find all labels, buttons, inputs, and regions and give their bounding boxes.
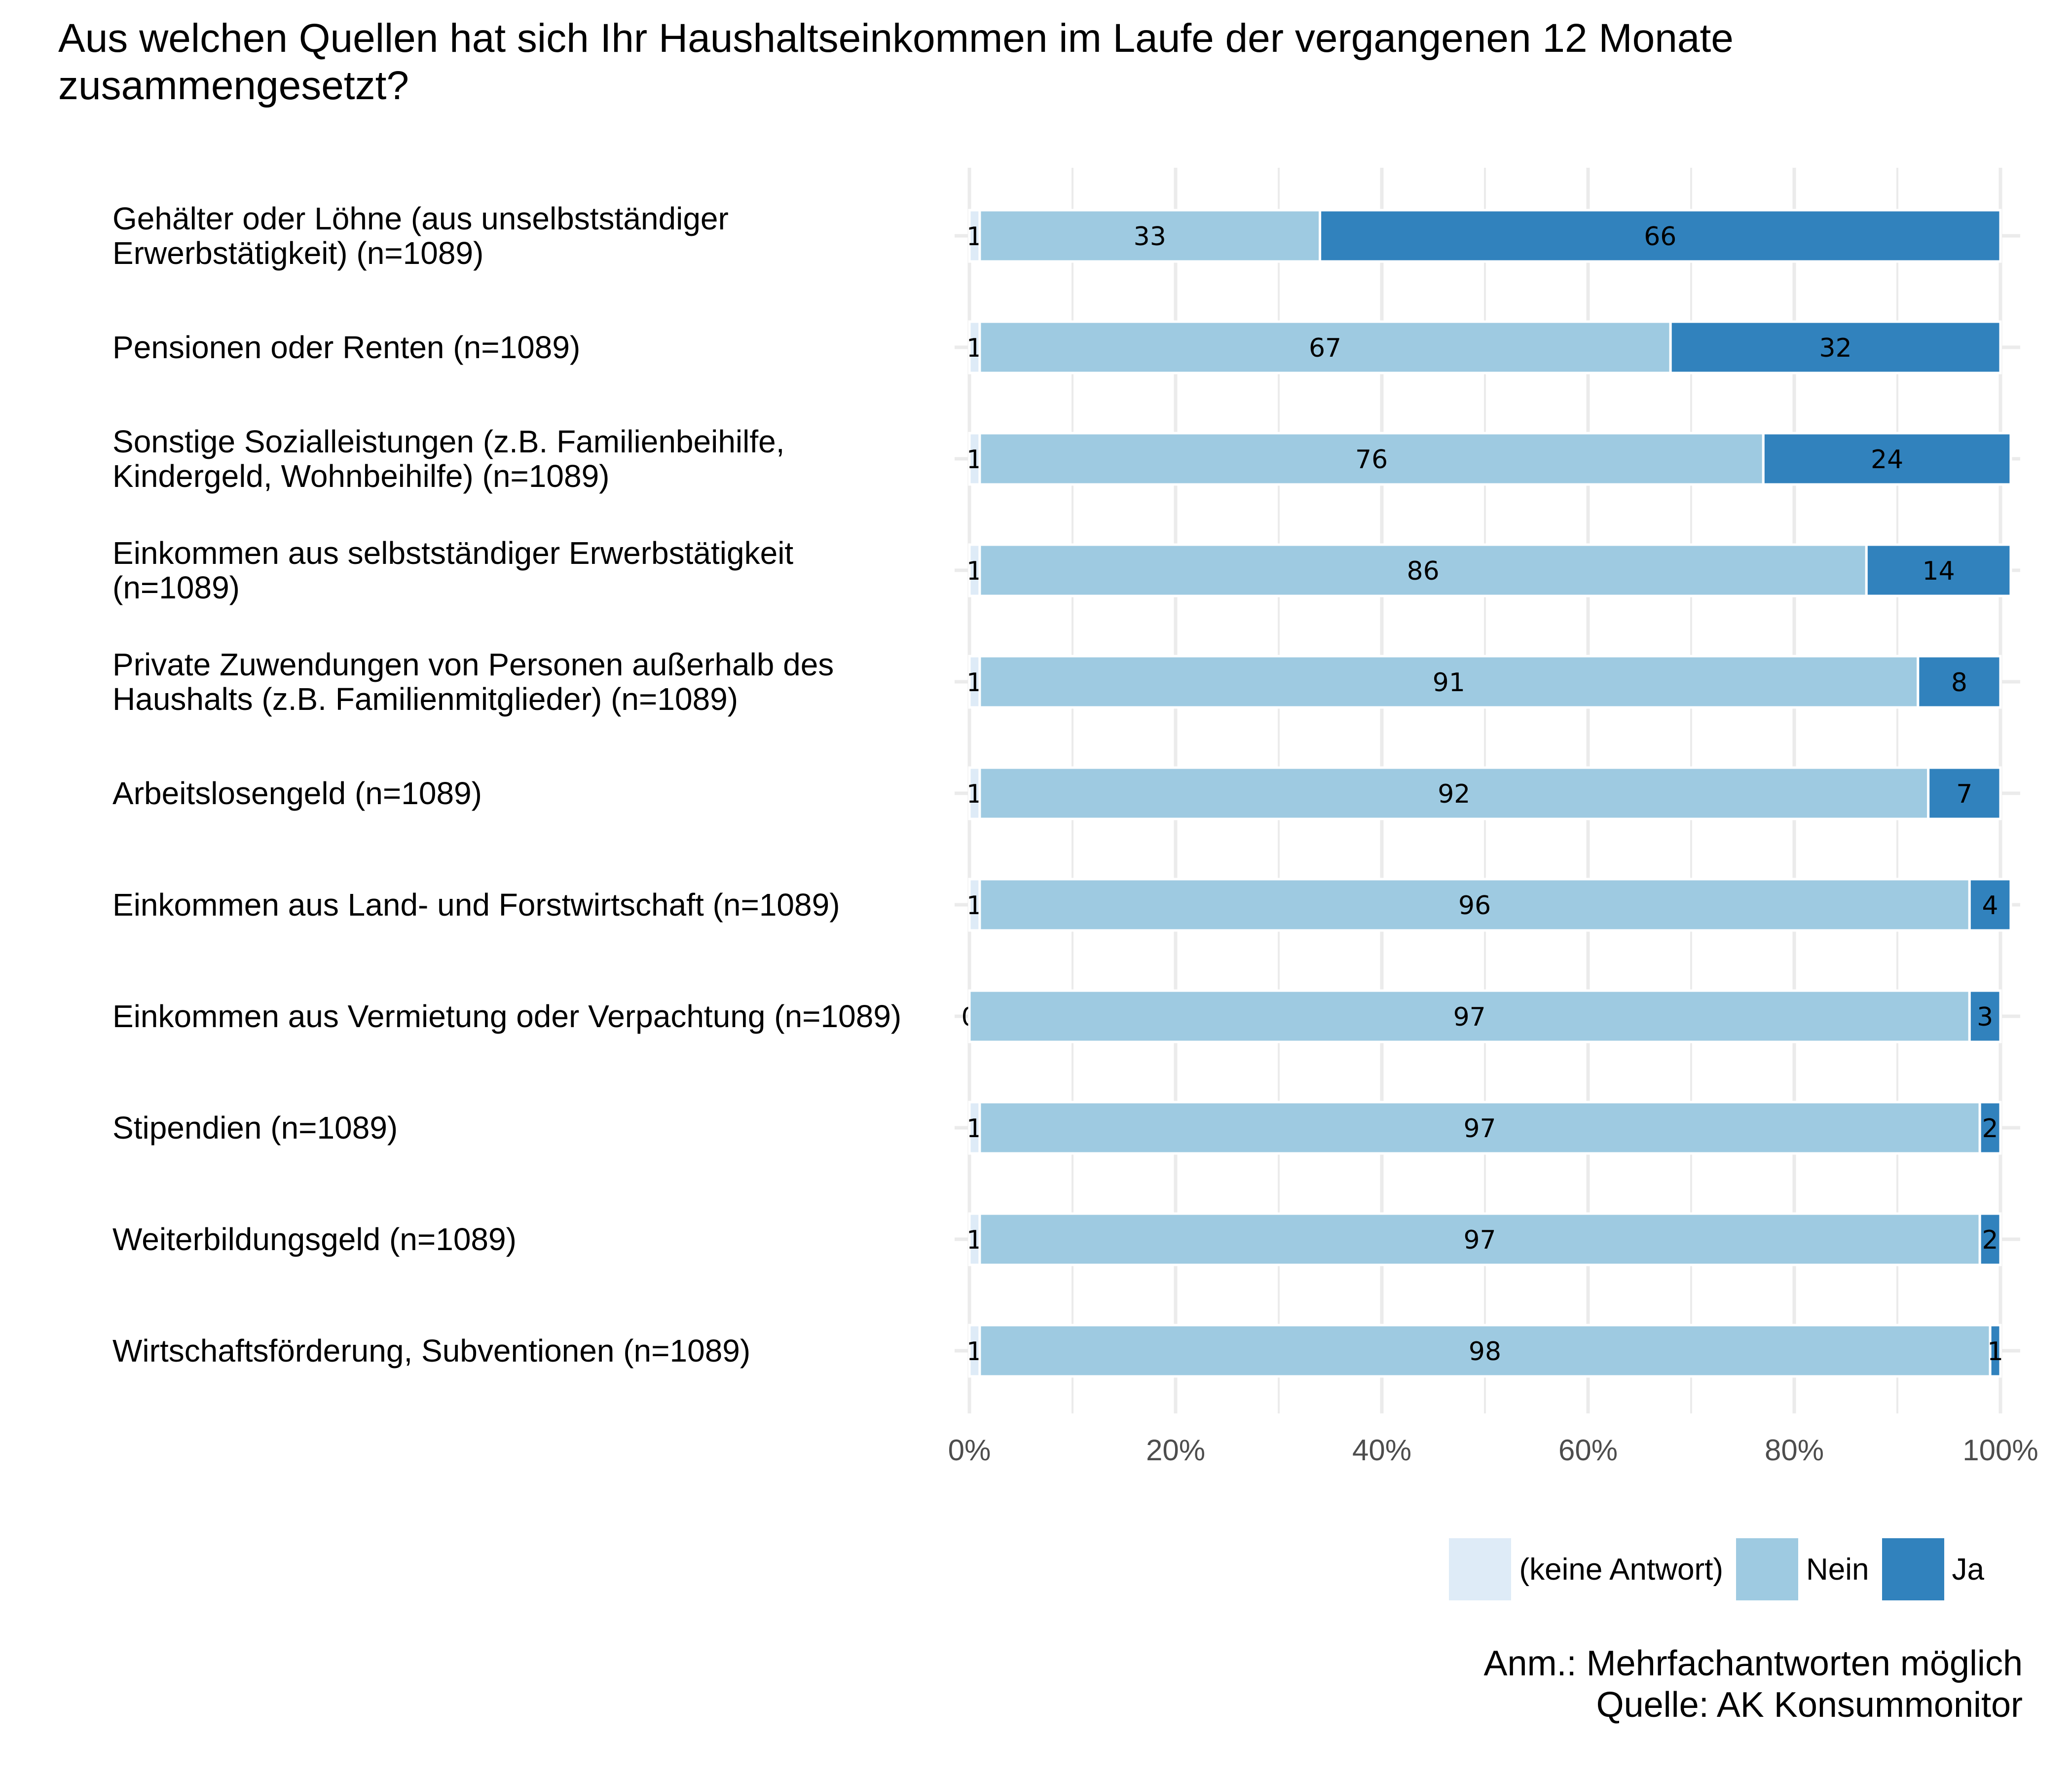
legend-label-ja: Ja (1952, 1552, 1984, 1587)
bar-segment-ja (1865, 543, 2012, 597)
note-source: Quelle: AK Konsummonitor (1596, 1685, 2023, 1725)
bar-segment-ja (1319, 209, 2002, 263)
category-label: Erwerbstätigkeit) (n=1089) (112, 235, 483, 271)
bar-segment-ja (1978, 1101, 2002, 1155)
bar-segment-ja (1669, 320, 2002, 374)
bar-value-label: 92 (1438, 779, 1470, 809)
category-label: Wirtschaftsförderung, Subventionen (n=10… (112, 1333, 750, 1369)
bar-segment-ja (1762, 432, 2012, 486)
category-label: Haushalts (z.B. Familienmitglieder) (n=1… (112, 681, 738, 717)
legend-swatch-nein (1736, 1538, 1798, 1600)
bar-value-label: 24 (1871, 445, 1903, 475)
bar-value-label: 2 (1982, 1114, 1998, 1144)
bar-value-label: 67 (1309, 333, 1341, 363)
x-tick-label: 20% (1146, 1434, 1205, 1467)
x-tick-label: 60% (1558, 1434, 1618, 1467)
note-multiple-answers: Anm.: Mehrfachantworten möglich (1483, 1644, 2023, 1683)
legend-swatch-keine-antwort (1449, 1538, 1512, 1600)
bar-segment-ja (1968, 878, 2012, 932)
x-tick-label: 100% (1962, 1434, 2038, 1467)
legend-label-nein: Nein (1806, 1552, 1869, 1587)
chart-title: Aus welchen Quellen hat sich Ihr Haushal… (58, 16, 1734, 108)
category-label: Stipendien (n=1089) (112, 1110, 398, 1146)
bar-value-label: 86 (1407, 556, 1440, 586)
x-tick-label: 40% (1352, 1434, 1411, 1467)
bar-value-label: 4 (1982, 891, 1998, 921)
x-tick-label: 0% (948, 1434, 991, 1467)
bar-segment-nein (978, 1101, 1981, 1155)
bar-segment-nein (978, 432, 1765, 486)
bar-value-label: 3 (1977, 1002, 1993, 1032)
bar-segment-ja (1989, 1324, 2002, 1378)
bars: 1336616732176241861419181927196409731972… (961, 209, 2012, 1378)
footnotes: Anm.: Mehrfachantworten möglich Quelle: … (1484, 1643, 2023, 1726)
category-labels: Gehälter oder Löhne (aus unselbstständig… (112, 201, 901, 1369)
bar-segment-nein (968, 989, 1971, 1043)
bar-value-label: 14 (1923, 556, 1955, 586)
category-label: Gehälter oder Löhne (aus unselbstständig… (112, 201, 729, 236)
bar-value-label: 66 (1644, 222, 1676, 252)
bar-value-label: 8 (1951, 668, 1967, 698)
bar-value-label: 97 (1463, 1225, 1496, 1255)
bar-value-label: 7 (1956, 779, 1972, 809)
bar-segment-ja (1968, 989, 2002, 1043)
legend: (keine Antwort) Nein Ja (1436, 1538, 1984, 1600)
bar-value-label: 97 (1453, 1002, 1486, 1032)
bar-segment-nein (978, 209, 1322, 263)
bar-segment-nein (978, 1212, 1981, 1266)
category-label: Private Zuwendungen von Personen außerha… (112, 647, 834, 682)
category-label: Pensionen oder Renten (n=1089) (112, 330, 580, 365)
legend-label-keine-antwort: (keine Antwort) (1519, 1552, 1723, 1587)
x-tick-label: 80% (1765, 1434, 1824, 1467)
bar-segment-ja (1927, 766, 2002, 820)
bar-value-label: 33 (1134, 222, 1166, 252)
x-axis-ticks: 0% 20% 40% 60% 80% 100% (948, 1434, 2038, 1467)
category-label: Einkommen aus selbstständiger Erwerbstät… (112, 535, 793, 571)
bar-segment-nein (978, 1324, 1992, 1378)
category-label: Einkommen aus Vermietung oder Verpachtun… (112, 999, 901, 1034)
category-label: Sonstige Sozialleistungen (z.B. Familien… (112, 424, 785, 459)
legend-item-nein: Nein (1736, 1538, 1869, 1600)
bar-segment-ja (1978, 1212, 2002, 1266)
bar-value-label: 98 (1469, 1337, 1501, 1367)
bar-value-label: 91 (1433, 668, 1465, 698)
legend-item-ja: Ja (1882, 1538, 1984, 1600)
bar-segment-ja (1917, 655, 2002, 709)
category-label: Einkommen aus Land- und Forstwirtschaft … (112, 887, 840, 923)
legend-item-keine-antwort: (keine Antwort) (1449, 1538, 1723, 1600)
bar-segment-nein (978, 878, 1971, 932)
bar-value-label: 1 (1987, 1337, 2003, 1367)
bar-value-label: 97 (1463, 1114, 1496, 1144)
bar-value-label: 76 (1355, 445, 1388, 475)
category-label: Arbeitslosengeld (n=1089) (112, 776, 482, 811)
category-label: Kindergeld, Wohnbeihilfe) (n=1089) (112, 458, 609, 494)
bar-value-label: 96 (1458, 891, 1491, 921)
bar-value-label: 2 (1982, 1225, 1998, 1255)
category-label: Weiterbildungsgeld (n=1089) (112, 1221, 517, 1257)
category-label: (n=1089) (112, 570, 240, 605)
bar-segment-nein (978, 543, 1868, 597)
legend-swatch-ja (1882, 1538, 1944, 1600)
bar-value-label: 32 (1819, 333, 1852, 363)
